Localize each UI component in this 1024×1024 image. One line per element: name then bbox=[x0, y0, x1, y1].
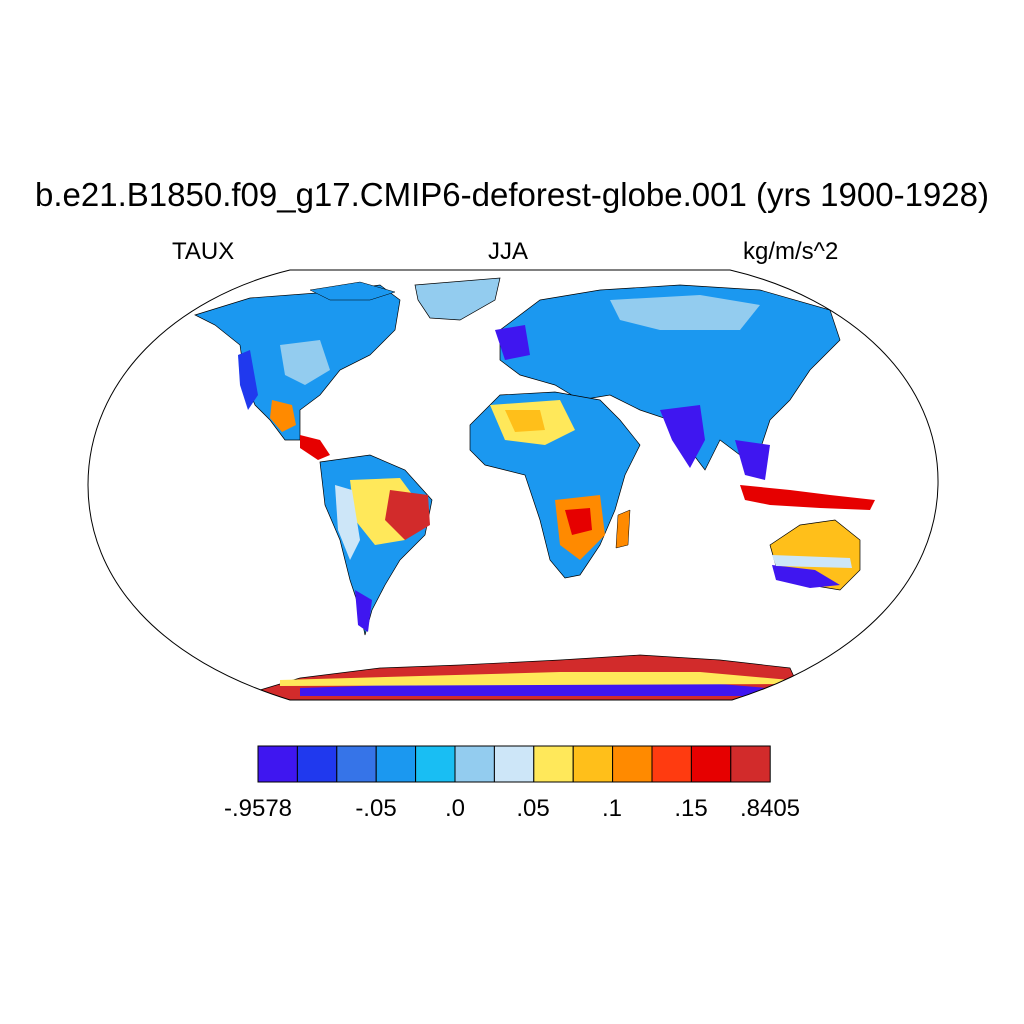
globe-border bbox=[87, 269, 939, 701]
colorbar-labels: -.9578 -.05 .0 .05 .1 .15 .8405 bbox=[224, 795, 800, 822]
greenland bbox=[414, 277, 501, 321]
colorbar-box-4 bbox=[415, 745, 456, 783]
colorbar-box-12 bbox=[730, 745, 771, 783]
variable-label: TAUX bbox=[172, 238, 235, 265]
southeast-asia bbox=[735, 440, 770, 480]
sahara-orange bbox=[505, 410, 545, 432]
colorbar-boxes bbox=[257, 745, 771, 783]
colorbar-label-5: .15 bbox=[674, 795, 707, 822]
australia-light bbox=[772, 555, 852, 568]
colorbar-label-3: .05 bbox=[516, 795, 549, 822]
colorbar-box-6 bbox=[493, 745, 535, 783]
colorbar-box-9 bbox=[612, 745, 653, 783]
colorbar-box-5 bbox=[454, 745, 495, 783]
arctic-islands bbox=[309, 281, 396, 301]
colorbar-box-0 bbox=[257, 745, 298, 783]
colorbar-box-3 bbox=[375, 745, 417, 783]
andes-light bbox=[335, 485, 360, 560]
patagonia bbox=[355, 590, 372, 632]
siberia-light bbox=[610, 295, 760, 330]
colorbar-box-8 bbox=[572, 745, 614, 783]
figure-title: b.e21.B1850.f09_g17.CMIP6-deforest-globe… bbox=[35, 176, 989, 213]
colorbar-label-0: -.9578 bbox=[224, 795, 292, 822]
central-america bbox=[300, 435, 330, 460]
southern-africa-hot bbox=[565, 508, 592, 535]
colorbar-box-7 bbox=[533, 745, 574, 783]
colorbar-box-1 bbox=[296, 745, 338, 783]
colorbar-label-2: .0 bbox=[445, 795, 465, 822]
australia-south bbox=[772, 565, 840, 588]
colorbar-label-4: .1 bbox=[602, 795, 622, 822]
season-label: JJA bbox=[488, 238, 529, 265]
mexico-warm bbox=[270, 400, 296, 432]
units-label: kg/m/s^2 bbox=[743, 238, 839, 265]
colorbar-label-1: -.05 bbox=[355, 795, 396, 822]
colorbar-box-10 bbox=[651, 745, 692, 783]
antarctica-yellow-band bbox=[280, 672, 790, 686]
maritime-continent bbox=[740, 485, 875, 510]
north-america-interior bbox=[280, 340, 330, 385]
colorbar-box-11 bbox=[690, 745, 732, 783]
madagascar bbox=[615, 509, 631, 549]
brazil-hot bbox=[385, 490, 430, 540]
colorbar-label-6: .8405 bbox=[740, 795, 800, 822]
north-america-west bbox=[238, 350, 258, 410]
colorbar-box-2 bbox=[336, 745, 377, 783]
europe-west bbox=[495, 325, 530, 360]
india bbox=[660, 405, 705, 468]
